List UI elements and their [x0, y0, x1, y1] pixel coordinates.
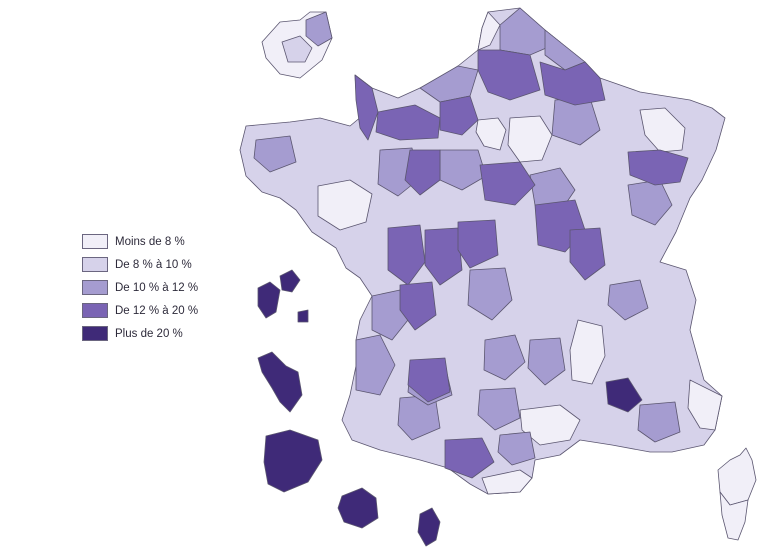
dept-c3-gironde: [355, 334, 396, 396]
dept-c4-somme-east: [539, 61, 606, 106]
dept-c3-bretagne-east: [253, 135, 297, 173]
dept-c1-herault: [519, 404, 581, 446]
legend-item: De 8 % à 10 %: [82, 253, 198, 276]
dept-c1-paris-west: [475, 117, 507, 151]
dept-c3-lozere: [527, 337, 566, 386]
legend-label: Moins de 8 %: [115, 235, 185, 248]
dept-c1-pyrenees: [481, 469, 533, 495]
legend-item: Moins de 8 %: [82, 230, 198, 253]
legend-swatch: [82, 280, 108, 295]
dept-c4-deux-sevres: [399, 281, 437, 331]
dept-c1-alsace: [639, 107, 686, 153]
legend-swatch: [82, 257, 108, 272]
dept-c3-aveyron: [477, 387, 521, 431]
overseas-guyane: [263, 429, 323, 493]
legend-item: De 10 % à 12 %: [82, 276, 198, 299]
map-legend: Moins de 8 % De 8 % à 10 % De 10 % à 12 …: [82, 230, 198, 345]
overseas-mayotte: [417, 507, 441, 547]
dept-c3-var: [637, 401, 681, 443]
overseas-martinique: [257, 351, 303, 413]
legend-item: De 12 % à 20 %: [82, 299, 198, 322]
dept-c4-aube: [627, 149, 689, 186]
legend-label: Plus de 20 %: [115, 327, 183, 340]
dept-c1-rhone: [569, 319, 606, 385]
dept-c4-eure: [439, 95, 479, 136]
dept-c3-cantal: [483, 334, 526, 381]
dept-c4-calvados: [375, 104, 441, 141]
dept-c3-charente: [371, 289, 409, 341]
corsica-south: [719, 491, 749, 541]
dept-c3-seine-maritime: [419, 65, 479, 103]
dept-c4-manche: [354, 74, 379, 141]
dept-c4-cher: [479, 161, 536, 206]
legend-swatch: [82, 303, 108, 318]
legend-label: De 8 % à 10 %: [115, 258, 192, 271]
dept-c4-vendee: [387, 224, 426, 286]
dept-c4-aisne: [477, 49, 541, 101]
idf-inset-c2-a: [281, 35, 313, 63]
dept-c3-haute-garonne: [497, 431, 536, 466]
overseas-la-reunion: [337, 487, 379, 529]
legend-label: De 10 % à 12 %: [115, 281, 199, 294]
dept-c3-ain: [607, 279, 649, 321]
legend-swatch: [82, 234, 108, 249]
dept-c1-paris-east: [507, 115, 553, 163]
dept-c4-vienne: [424, 227, 463, 286]
dept-c5-vaucluse: [605, 377, 643, 413]
dept-c4-indre: [457, 219, 499, 269]
dept-c4-sarthe: [404, 149, 441, 196]
overseas-guadeloupe: [257, 269, 309, 323]
legend-label: De 12 % à 20 %: [115, 304, 199, 317]
dept-c4-lot: [407, 357, 451, 403]
dept-c3-limousin: [467, 267, 513, 321]
dept-c4-ain-north: [569, 227, 606, 281]
dept-c4-gard: [444, 437, 495, 479]
dept-c1-nord: [477, 11, 501, 51]
legend-swatch: [82, 326, 108, 341]
dept-c1-rennes: [317, 179, 373, 231]
legend-item: Plus de 20 %: [82, 322, 198, 345]
idf-inset-c3: [305, 11, 333, 47]
dept-c1-alpes-maritimes: [687, 379, 723, 431]
